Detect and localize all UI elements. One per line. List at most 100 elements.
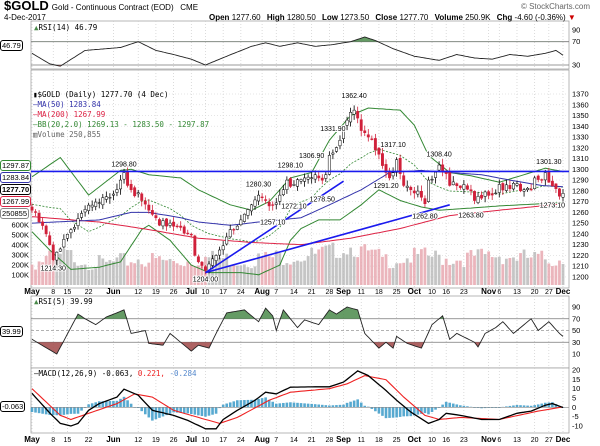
price-annotation: 1301.30 bbox=[536, 159, 561, 166]
candle-body bbox=[310, 177, 314, 179]
candle-body bbox=[90, 204, 94, 208]
volume-bar bbox=[122, 253, 126, 285]
macd-histogram-bar bbox=[384, 407, 388, 419]
candle-body bbox=[313, 174, 317, 180]
macd-histogram-bar bbox=[232, 401, 236, 408]
legend-bb: —BB(20,2.0) 1269.13 - 1283.50 - 1297.87 bbox=[33, 120, 210, 129]
volume-bar bbox=[455, 260, 459, 285]
volume-bar bbox=[476, 249, 480, 285]
candle-body bbox=[296, 179, 299, 187]
volume-bar bbox=[554, 265, 558, 285]
candle-body bbox=[58, 248, 62, 252]
candle-body bbox=[434, 171, 438, 178]
credit: © StockCharts.com bbox=[520, 2, 590, 11]
macd-histogram-bar bbox=[136, 407, 140, 409]
volume-bar bbox=[44, 255, 48, 285]
volume-bar bbox=[267, 256, 271, 285]
rsi14-axis-label: 30 bbox=[572, 61, 580, 70]
macd-histogram-bar bbox=[441, 404, 444, 408]
candle-body bbox=[359, 119, 363, 131]
candle-body bbox=[490, 193, 494, 196]
candle-body bbox=[370, 138, 374, 140]
candle-body bbox=[338, 140, 342, 147]
triangle-icon: ▲ bbox=[34, 297, 39, 306]
candle-body bbox=[157, 219, 161, 226]
ohlc-summary: Open 1277.60 High 1280.50 Low 1273.50 Cl… bbox=[205, 13, 576, 22]
volume-bar bbox=[512, 257, 515, 285]
candle-body bbox=[519, 183, 522, 192]
rsi5-legend-text: RSI(5) 39.99 bbox=[38, 297, 93, 306]
macd-histogram-bar bbox=[267, 399, 271, 408]
bar-icon: ▥ bbox=[33, 130, 38, 139]
volume-bar bbox=[235, 265, 239, 285]
candle-body bbox=[44, 225, 48, 235]
candle-body bbox=[108, 197, 112, 199]
volume-bar bbox=[508, 257, 512, 285]
volume-bar bbox=[324, 245, 328, 285]
volume-label: Volume bbox=[434, 13, 463, 22]
candle-body bbox=[179, 225, 183, 228]
candle-body bbox=[278, 194, 282, 202]
macd-histogram-bar bbox=[257, 398, 260, 408]
price-annotation: 1204.00 bbox=[193, 277, 218, 284]
candle-body bbox=[299, 179, 303, 182]
candle-body bbox=[41, 221, 45, 226]
volume-bar bbox=[338, 257, 342, 285]
price-axis-label: 1210 bbox=[572, 262, 589, 271]
macd-histogram-bar bbox=[197, 407, 200, 416]
volume-bar bbox=[550, 266, 554, 285]
ma200-line bbox=[31, 203, 564, 246]
candle-icon: ▮ bbox=[33, 90, 38, 99]
price-axis-label: 1250 bbox=[572, 219, 589, 228]
price-annotation: 1263.80 bbox=[458, 212, 483, 219]
volume-bar bbox=[289, 264, 292, 285]
date-tick-label: 19 bbox=[152, 437, 160, 444]
macd-axis-label: 5 bbox=[572, 394, 576, 403]
volume-bar bbox=[345, 254, 349, 285]
volume-bar bbox=[51, 254, 55, 285]
candle-body bbox=[246, 209, 250, 216]
volume-bar bbox=[483, 254, 487, 285]
candle-body bbox=[253, 199, 257, 207]
candle-body bbox=[317, 175, 321, 179]
panel-rsi5 bbox=[30, 295, 570, 369]
candle-body bbox=[451, 181, 455, 186]
candle-body bbox=[143, 200, 147, 205]
volume-bar bbox=[536, 253, 540, 285]
price-axis-label: 1350 bbox=[572, 111, 589, 120]
macd-histogram-bar bbox=[313, 404, 317, 408]
macd-histogram-bar bbox=[161, 407, 165, 417]
volume-bar bbox=[529, 257, 533, 285]
date-tick-label: 26 bbox=[170, 437, 178, 444]
price-axis-label: 1370 bbox=[572, 90, 589, 99]
volume-bar bbox=[561, 263, 565, 285]
volume-bar bbox=[412, 247, 416, 285]
volume-bar bbox=[547, 263, 551, 285]
date-tick-label: 21 bbox=[308, 289, 316, 296]
volume-bar bbox=[168, 258, 172, 285]
date-tick-label: 28 bbox=[325, 437, 333, 444]
volume-bar bbox=[58, 253, 62, 285]
date-tick-label: 10 bbox=[202, 289, 210, 296]
date-tick-label: 10 bbox=[202, 437, 210, 444]
date-tick-label: 24 bbox=[237, 437, 245, 444]
macd-histogram-bar bbox=[253, 399, 257, 408]
price-annotation: 1291.20 bbox=[373, 183, 398, 190]
open-value: 1277.60 bbox=[231, 13, 261, 22]
volume-bar bbox=[313, 253, 317, 285]
volume-bar bbox=[150, 253, 154, 285]
candle-body bbox=[225, 236, 229, 245]
macd-histogram-bar bbox=[285, 402, 289, 408]
price-annotation: 1262.80 bbox=[412, 213, 437, 220]
price-axis-label: 1360 bbox=[572, 100, 589, 109]
volume-bar bbox=[335, 257, 338, 285]
candle-body bbox=[377, 147, 381, 155]
candle-body bbox=[48, 235, 52, 246]
macd-histogram-bar bbox=[423, 407, 427, 414]
volume-bar bbox=[359, 246, 363, 285]
candle-body bbox=[94, 201, 98, 207]
candle-body bbox=[65, 233, 69, 239]
volume-bar bbox=[112, 261, 115, 285]
candle-body bbox=[409, 186, 413, 191]
